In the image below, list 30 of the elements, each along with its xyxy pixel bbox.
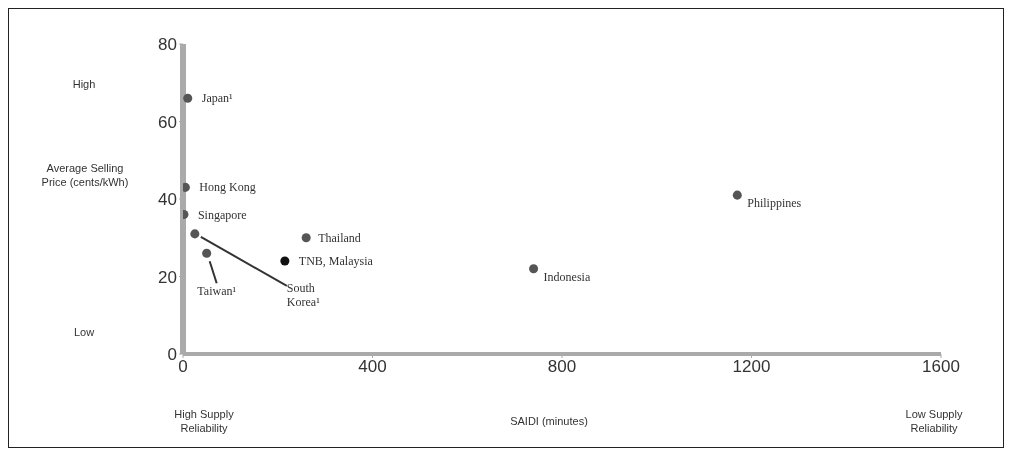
point (190, 229, 200, 239)
point (280, 256, 290, 266)
point (202, 248, 212, 258)
annotation: Japan¹ (201, 91, 234, 106)
annotation: South Korea¹ (286, 280, 321, 309)
y-tick-label: 60 (158, 112, 177, 132)
annotation: Taiwan¹ (197, 284, 237, 299)
y-tick-label: 20 (158, 267, 177, 287)
annotation: Thailand (318, 230, 361, 245)
text: Low (72, 325, 96, 339)
annotation: TNB, Malaysia (298, 254, 374, 268)
text: Low Supply Reliability (904, 407, 964, 435)
point (301, 233, 311, 243)
annotation: Indonesia (543, 269, 591, 284)
annotation: Singapore (197, 207, 247, 222)
point (183, 93, 193, 103)
x-tick-label: 800 (547, 357, 577, 377)
y-axis-title: Average Selling Price (cents/kWh) (40, 161, 130, 189)
y-tick-label: 40 (158, 190, 177, 210)
text: High Supply Reliability (173, 407, 235, 435)
x-tick-label: 1600 (922, 357, 960, 377)
x-tick-label: 1200 (732, 357, 771, 377)
point (732, 190, 742, 200)
annotation: Hong Kong (199, 180, 256, 195)
annotation: Philippines (747, 196, 802, 211)
text: High (71, 77, 97, 91)
point (529, 264, 539, 274)
x-tick-label: 400 (358, 357, 387, 377)
x-axis-title: SAIDI (minutes) (509, 415, 589, 427)
y-tick-label: 80 (158, 35, 177, 55)
